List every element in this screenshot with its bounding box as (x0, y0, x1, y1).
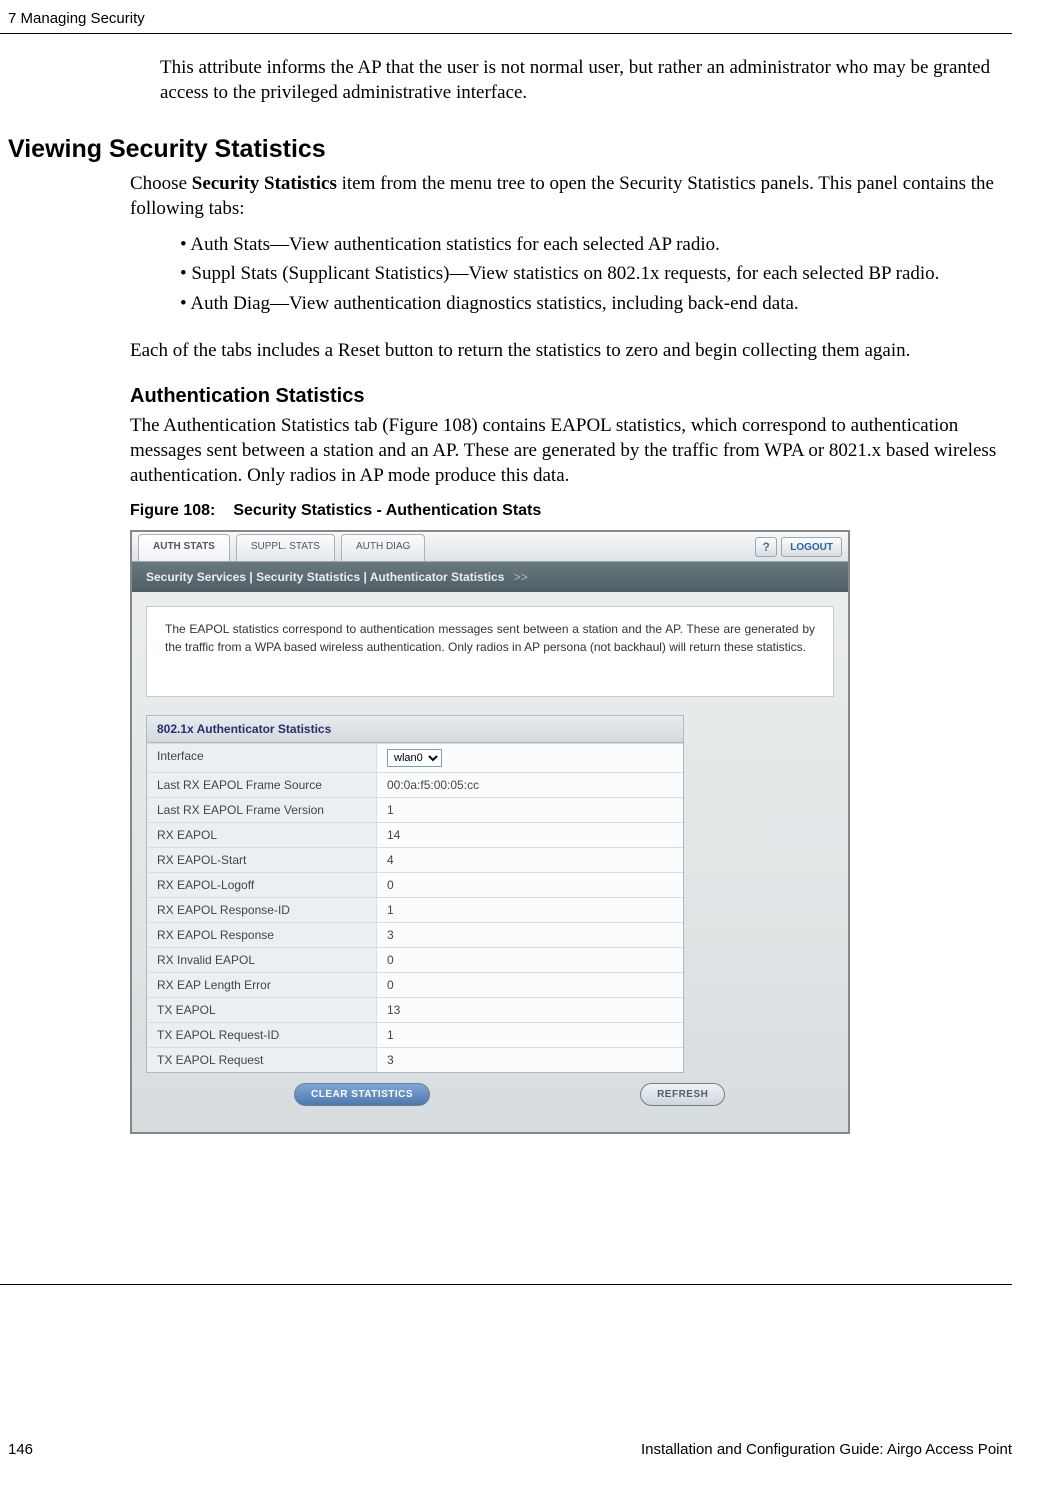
tab-auth-diag[interactable]: AUTH DIAG (341, 534, 425, 561)
stat-label: RX Invalid EAPOL (147, 948, 377, 972)
stat-value: 00:0a:f5:00:05:cc (377, 773, 683, 797)
section-heading: Viewing Security Statistics (8, 135, 1012, 164)
table-row: RX Invalid EAPOL 0 (147, 947, 683, 972)
stat-value: 0 (377, 948, 683, 972)
stat-value: 3 (377, 1048, 683, 1072)
stat-value: 1 (377, 898, 683, 922)
stat-label: TX EAPOL Request (147, 1048, 377, 1072)
table-row: RX EAP Length Error 0 (147, 972, 683, 997)
table-row: RX EAPOL-Start 4 (147, 847, 683, 872)
stat-value: 4 (377, 848, 683, 872)
stat-label: RX EAPOL Response-ID (147, 898, 377, 922)
table-row: Last RX EAPOL Frame Source 00:0a:f5:00:0… (147, 772, 683, 797)
clear-statistics-button[interactable]: CLEAR STATISTICS (294, 1083, 430, 1106)
figure-number: Figure 108: (130, 502, 215, 519)
stat-label: RX EAPOL (147, 823, 377, 847)
description-box: The EAPOL statistics correspond to authe… (146, 606, 834, 697)
breadcrumb-arrows-icon: >> (514, 570, 528, 584)
stat-value: 0 (377, 973, 683, 997)
tab-bullet-list: Auth Stats—View authentication statistic… (180, 232, 1012, 317)
table-row: Last RX EAPOL Frame Version 1 (147, 797, 683, 822)
footer-title: Installation and Configuration Guide: Ai… (641, 1441, 1012, 1458)
stat-value: 3 (377, 923, 683, 947)
stat-value: 1 (377, 1023, 683, 1047)
page-number: 146 (8, 1441, 33, 1458)
tab-suppl-stats[interactable]: SUPPL. STATS (236, 534, 335, 561)
table-row: RX EAPOL Response-ID 1 (147, 897, 683, 922)
footer-rule (0, 1284, 1012, 1285)
stat-label: TX EAPOL (147, 998, 377, 1022)
panel-body: The EAPOL statistics correspond to authe… (132, 592, 848, 1132)
stats-table-header: 802.1x Authenticator Statistics (147, 716, 683, 743)
stat-value: 14 (377, 823, 683, 847)
interface-label: Interface (147, 744, 377, 772)
table-row: TX EAPOL Request-ID 1 (147, 1022, 683, 1047)
figure-caption: Figure 108: Security Statistics - Authent… (130, 502, 1012, 520)
figure-title: Security Statistics - Authentication Sta… (233, 502, 541, 519)
tab-auth-stats[interactable]: AUTH STATS (138, 534, 230, 561)
stats-table: 802.1x Authenticator Statistics Interfac… (146, 715, 684, 1073)
tab-bar: AUTH STATS SUPPL. STATS AUTH DIAG ? LOGO… (132, 532, 848, 562)
breadcrumb-bar: Security Services | Security Statistics … (132, 562, 848, 592)
stat-label: RX EAPOL-Logoff (147, 873, 377, 897)
breadcrumb-text: Security Services | Security Statistics … (146, 570, 504, 584)
choose-paragraph: Choose Security Statistics item from the… (130, 172, 1012, 221)
stat-value: 13 (377, 998, 683, 1022)
choose-bold: Security Statistics (192, 173, 337, 194)
help-button[interactable]: ? (755, 537, 777, 557)
bullet-item: Auth Diag—View authentication diagnostic… (180, 291, 1012, 317)
table-row: TX EAPOL Request 3 (147, 1047, 683, 1072)
stat-value: 1 (377, 798, 683, 822)
table-row-interface: Interface wlan0 (147, 743, 683, 772)
bullet-item: Auth Stats—View authentication statistic… (180, 232, 1012, 258)
table-row: RX EAPOL Response 3 (147, 922, 683, 947)
subsection-heading: Authentication Statistics (130, 385, 1012, 408)
choose-pre: Choose (130, 173, 192, 194)
header-rule (0, 33, 1012, 34)
stat-value: 0 (377, 873, 683, 897)
table-row: RX EAPOL-Logoff 0 (147, 872, 683, 897)
stat-label: Last RX EAPOL Frame Source (147, 773, 377, 797)
logout-button[interactable]: LOGOUT (781, 537, 842, 557)
reset-paragraph: Each of the tabs includes a Reset button… (130, 339, 1012, 364)
button-row: CLEAR STATISTICS REFRESH (146, 1073, 834, 1118)
screenshot-panel: AUTH STATS SUPPL. STATS AUTH DIAG ? LOGO… (130, 530, 850, 1134)
interface-select[interactable]: wlan0 (387, 749, 442, 767)
table-row: RX EAPOL 14 (147, 822, 683, 847)
stat-label: Last RX EAPOL Frame Version (147, 798, 377, 822)
intro-paragraph: This attribute informs the AP that the u… (160, 56, 1012, 105)
bullet-item: Suppl Stats (Supplicant Statistics)—View… (180, 261, 1012, 287)
running-footer: 146 Installation and Configuration Guide… (0, 1435, 1012, 1458)
table-row: TX EAPOL 13 (147, 997, 683, 1022)
stat-label: RX EAPOL-Start (147, 848, 377, 872)
stat-label: RX EAPOL Response (147, 923, 377, 947)
refresh-button[interactable]: REFRESH (640, 1083, 725, 1106)
running-header: 7 Managing Security (0, 10, 1012, 33)
stat-label: RX EAP Length Error (147, 973, 377, 997)
interface-cell: wlan0 (377, 744, 683, 772)
stat-label: TX EAPOL Request-ID (147, 1023, 377, 1047)
auth-paragraph: The Authentication Statistics tab (Figur… (130, 414, 1012, 488)
